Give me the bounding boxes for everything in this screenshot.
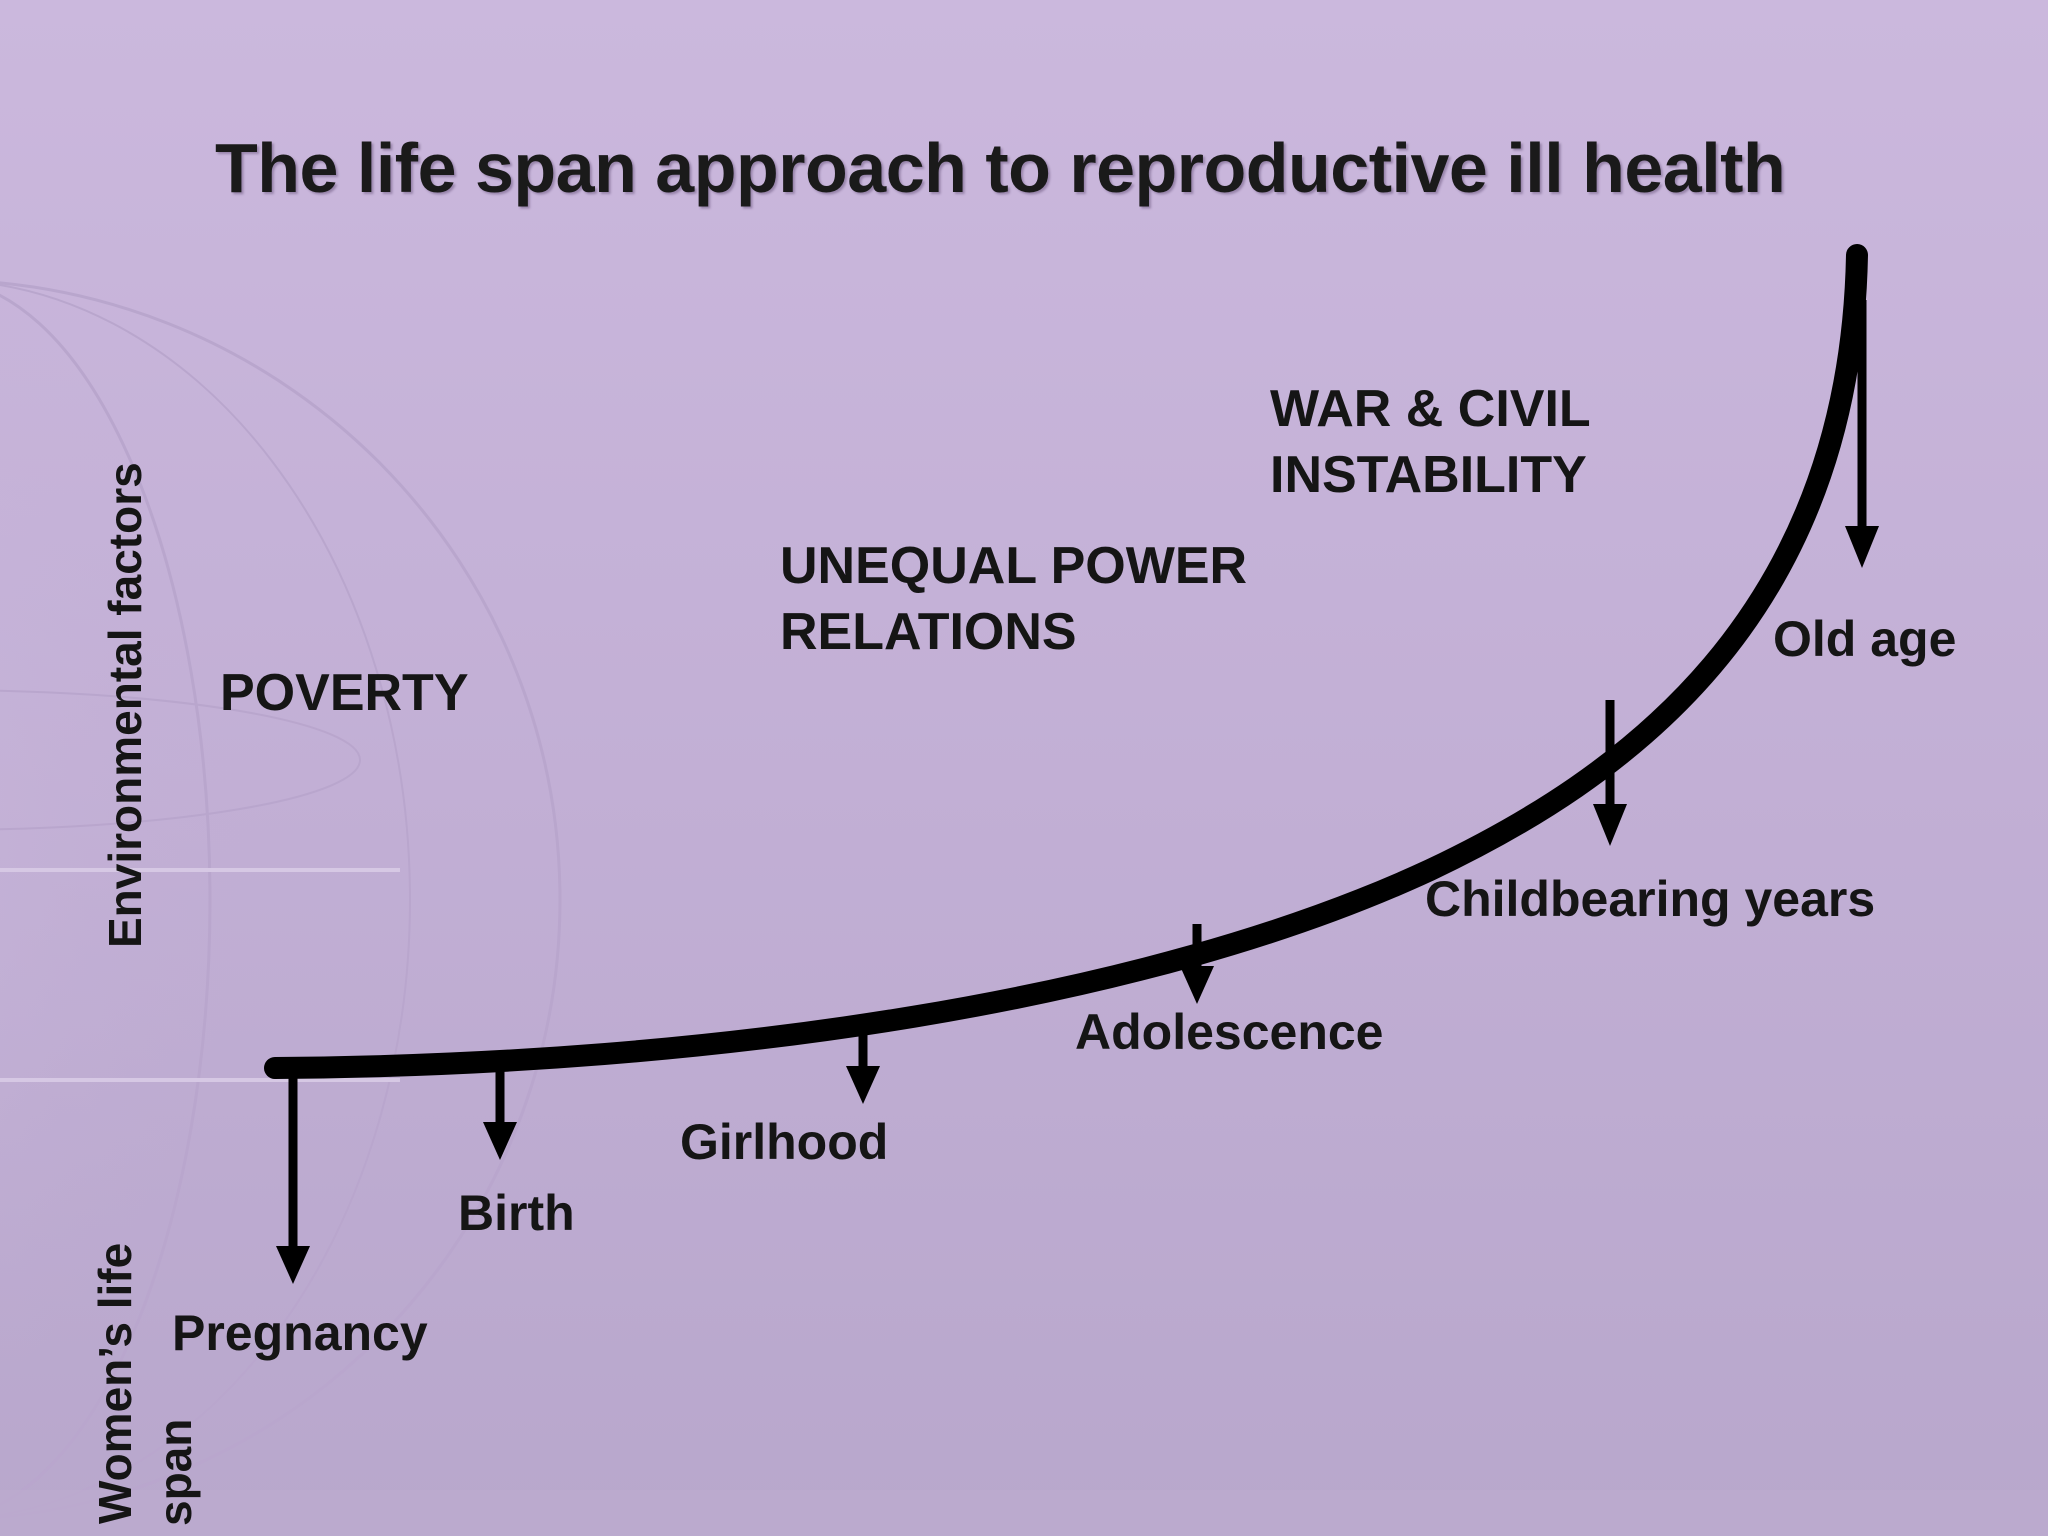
x-axis-label-line2: span [149,1418,201,1526]
x-axis-label-line1: Women’s life [89,1242,141,1524]
factor-unequal-power-line2: RELATIONS [780,603,1077,661]
stage-childbearing-years: Childbearing years [1425,871,1876,927]
stage-pregnancy: Pregnancy [172,1305,428,1361]
arrow-adolescence [1180,924,1214,1004]
factor-poverty: POVERTY [220,664,469,722]
life-span-curve [264,244,1868,1079]
arrow-girlhood [846,1020,880,1104]
arrow-childbearing [1593,700,1627,846]
factor-war-line2: INSTABILITY [1270,446,1587,504]
y-axis-label: Environmental factors [99,462,151,948]
factor-war-line1: WAR & CIVIL [1270,380,1591,438]
arrow-birth [483,1066,517,1160]
stage-birth: Birth [458,1185,575,1241]
stage-girlhood: Girlhood [680,1114,889,1170]
arrow-pregnancy [276,1068,310,1284]
page-title: The life span approach to reproductive i… [215,129,1786,207]
factor-unequal-power-line1: UNEQUAL POWER [780,537,1248,595]
arrow-old-age [1845,300,1879,568]
stage-old-age: Old age [1773,611,1957,667]
stage-adolescence: Adolescence [1075,1004,1384,1060]
